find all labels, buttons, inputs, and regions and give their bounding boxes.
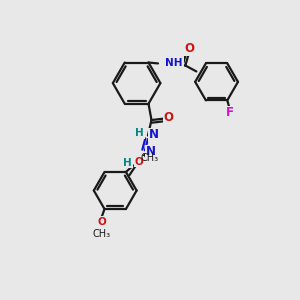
Text: N: N <box>148 128 158 141</box>
Text: O: O <box>164 112 173 124</box>
Text: H: H <box>123 158 132 168</box>
Text: O: O <box>97 217 106 226</box>
Text: CH₃: CH₃ <box>140 153 158 163</box>
Text: O: O <box>134 157 143 166</box>
Text: F: F <box>226 106 234 119</box>
Text: H: H <box>135 128 144 138</box>
Text: NH: NH <box>166 58 183 68</box>
Text: O: O <box>184 42 194 56</box>
Text: N: N <box>146 146 155 158</box>
Text: CH₃: CH₃ <box>92 229 111 239</box>
